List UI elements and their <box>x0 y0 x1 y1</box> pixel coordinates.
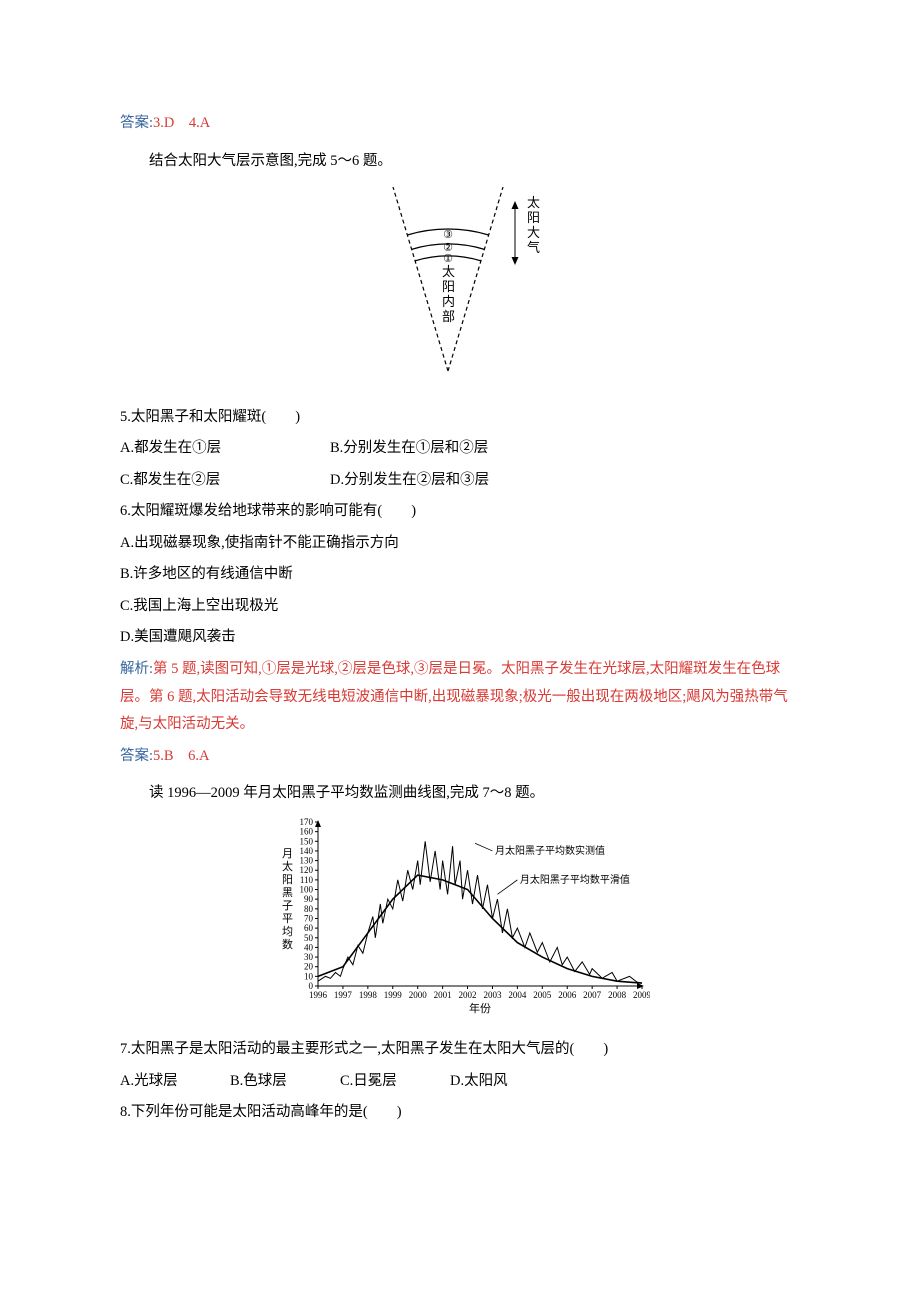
svg-text:150: 150 <box>300 836 314 846</box>
q6-opt-b: B.许多地区的有线通信中断 <box>120 561 800 589</box>
q6-opt-c: C.我国上海上空出现极光 <box>120 593 800 621</box>
svg-text:子: 子 <box>282 899 293 912</box>
svg-text:气: 气 <box>527 240 540 255</box>
svg-text:170: 170 <box>300 817 314 827</box>
answer-values: 3.D 4.A <box>153 115 210 131</box>
svg-text:2001: 2001 <box>434 990 452 1000</box>
q7-opt-b: B.色球层 <box>230 1068 340 1096</box>
svg-text:大: 大 <box>527 225 540 240</box>
svg-text:2008: 2008 <box>608 990 627 1000</box>
sun-atmosphere-figure: ①②③太阳大气太阳内部 <box>120 183 800 394</box>
q5-opt-d: D.分别发生在②层和③层 <box>330 467 540 495</box>
svg-text:太: 太 <box>527 195 540 210</box>
svg-text:阳: 阳 <box>442 279 455 294</box>
q5-stem: 5.太阳黑子和太阳耀斑( ) <box>120 404 800 432</box>
svg-text:月太阳黑子平均数实测值: 月太阳黑子平均数实测值 <box>495 844 605 857</box>
answer-56: 答案:5.B 6.A <box>120 743 800 771</box>
q5-row-cd: C.都发生在②层 D.分别发生在②层和③层 <box>120 467 800 495</box>
svg-text:1996: 1996 <box>309 990 328 1000</box>
svg-text:70: 70 <box>304 913 314 923</box>
svg-text:60: 60 <box>304 923 314 933</box>
q5-opt-b: B.分别发生在①层和②层 <box>330 435 540 463</box>
svg-text:80: 80 <box>304 904 314 914</box>
q6-opt-a: A.出现磁暴现象,使指南针不能正确指示方向 <box>120 530 800 558</box>
answer-34: 答案:3.D 4.A <box>120 110 800 138</box>
svg-text:110: 110 <box>300 875 314 885</box>
prompt-56: 结合太阳大气层示意图,完成 5～6 题。 <box>120 148 800 176</box>
svg-text:太: 太 <box>282 860 293 873</box>
svg-text:阳: 阳 <box>282 873 293 886</box>
svg-text:120: 120 <box>300 865 314 875</box>
svg-text:30: 30 <box>304 952 314 962</box>
svg-text:平: 平 <box>282 913 293 925</box>
svg-text:90: 90 <box>304 894 314 904</box>
q5-opt-a: A.都发生在①层 <box>120 435 330 463</box>
svg-text:阳: 阳 <box>527 210 540 225</box>
svg-text:均: 均 <box>282 925 293 938</box>
analysis-body: 第 5 题,读图可知,①层是光球,②层是色球,③层是日冕。太阳黑子发生在光球层,… <box>120 661 788 732</box>
svg-text:140: 140 <box>300 846 314 856</box>
q5-opt-c: C.都发生在②层 <box>120 467 330 495</box>
svg-text:2007: 2007 <box>583 990 602 1000</box>
svg-text:2000: 2000 <box>409 990 428 1000</box>
svg-text:2009: 2009 <box>633 990 650 1000</box>
svg-text:②: ② <box>443 242 453 254</box>
svg-text:③: ③ <box>443 229 453 241</box>
analysis-56: 解析:第 5 题,读图可知,①层是光球,②层是色球,③层是日冕。太阳黑子发生在光… <box>120 656 800 739</box>
q7-opt-d: D.太阳风 <box>450 1068 560 1096</box>
sunspot-chart-figure: 0102030405060708090100110120130140150160… <box>120 816 800 1027</box>
svg-text:2005: 2005 <box>533 990 552 1000</box>
sunspot-chart-svg: 0102030405060708090100110120130140150160… <box>270 816 650 1016</box>
page: 答案:3.D 4.A 结合太阳大气层示意图,完成 5～6 题。 ①②③太阳大气太… <box>0 0 920 1302</box>
svg-text:数: 数 <box>282 938 293 951</box>
sun-atmosphere-svg: ①②③太阳大气太阳内部 <box>360 183 560 383</box>
svg-text:月太阳黑子平均数平滑值: 月太阳黑子平均数平滑值 <box>520 873 630 886</box>
svg-text:100: 100 <box>300 884 314 894</box>
svg-text:2006: 2006 <box>558 990 577 1000</box>
svg-text:黑: 黑 <box>282 886 293 899</box>
answer-label: 答案: <box>120 115 153 131</box>
svg-text:1997: 1997 <box>334 990 353 1000</box>
q7-opt-c: C.日冕层 <box>340 1068 450 1096</box>
svg-text:年份: 年份 <box>469 1001 491 1015</box>
analysis-label: 解析: <box>120 661 153 677</box>
q7-stem: 7.太阳黑子是太阳活动的最主要形式之一,太阳黑子发生在太阳大气层的( ) <box>120 1036 800 1064</box>
q6-opt-d: D.美国遭飓风袭击 <box>120 624 800 652</box>
prompt-78: 读 1996—2009 年月太阳黑子平均数监测曲线图,完成 7～8 题。 <box>120 780 800 808</box>
svg-text:10: 10 <box>304 971 314 981</box>
svg-text:部: 部 <box>442 309 455 324</box>
answer-values-56: 5.B 6.A <box>153 748 209 764</box>
q7-opt-a: A.光球层 <box>120 1068 230 1096</box>
svg-text:50: 50 <box>304 933 314 943</box>
q7-options: A.光球层 B.色球层 C.日冕层 D.太阳风 <box>120 1068 800 1096</box>
svg-text:1999: 1999 <box>384 990 403 1000</box>
svg-text:40: 40 <box>304 942 314 952</box>
svg-text:130: 130 <box>300 855 314 865</box>
svg-text:2002: 2002 <box>459 990 477 1000</box>
svg-text:1998: 1998 <box>359 990 378 1000</box>
svg-text:2003: 2003 <box>483 990 502 1000</box>
svg-text:太: 太 <box>442 264 455 279</box>
q8-stem: 8.下列年份可能是太阳活动高峰年的是( ) <box>120 1099 800 1127</box>
svg-text:月: 月 <box>282 848 293 860</box>
svg-text:160: 160 <box>300 826 314 836</box>
svg-text:内: 内 <box>442 294 455 309</box>
svg-text:2004: 2004 <box>508 990 527 1000</box>
q5-row-ab: A.都发生在①层 B.分别发生在①层和②层 <box>120 435 800 463</box>
answer-label-56: 答案: <box>120 748 153 764</box>
q6-stem: 6.太阳耀斑爆发给地球带来的影响可能有( ) <box>120 498 800 526</box>
svg-text:20: 20 <box>304 961 314 971</box>
